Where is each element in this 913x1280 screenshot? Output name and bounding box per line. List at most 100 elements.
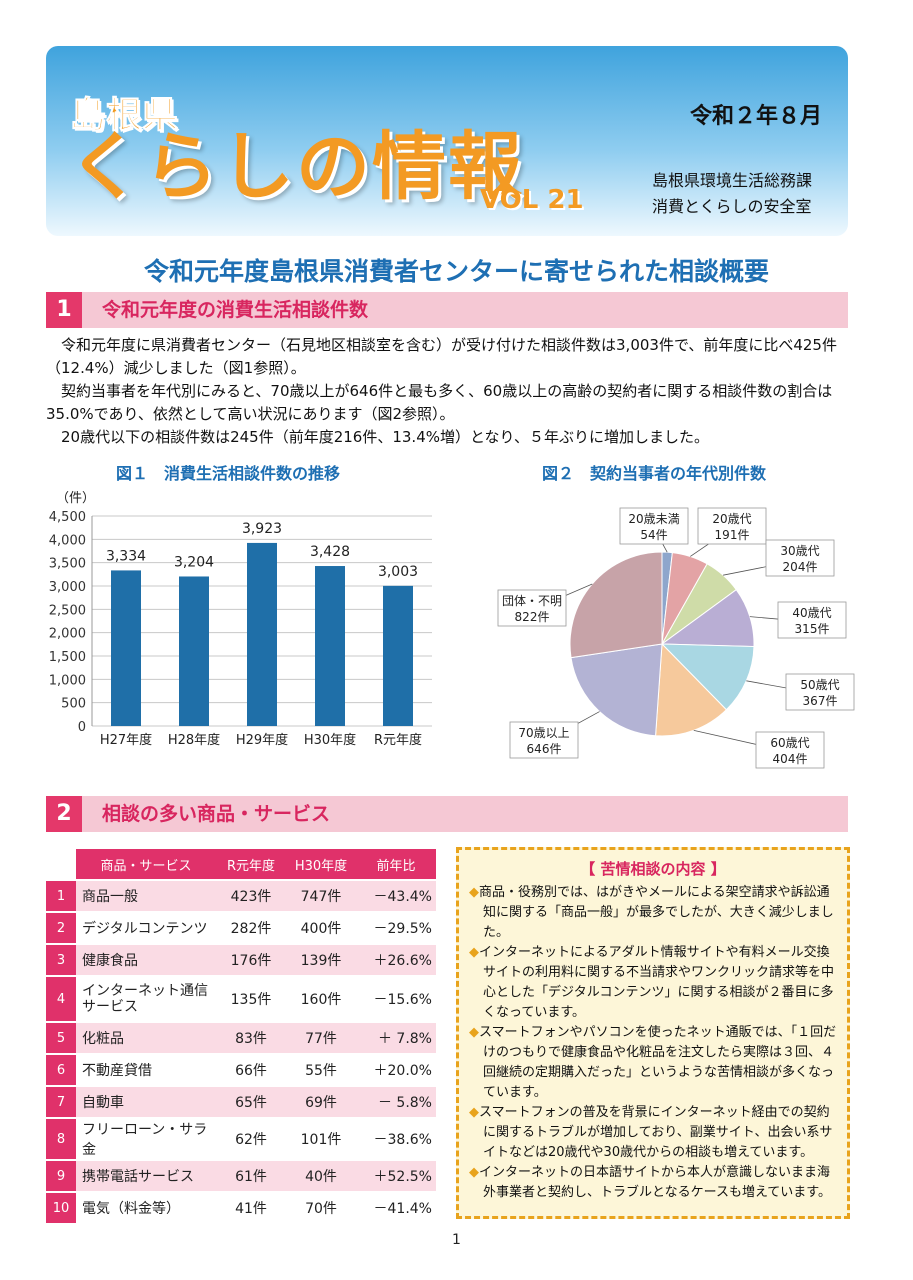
- ratio-cell: －15.6%: [356, 977, 436, 1021]
- complaint-text: 商品・役務別では、はがきやメールによる架空請求や訴訟通知に関する「商品一般」が最…: [479, 885, 834, 940]
- bar-value-label: 3,003: [378, 564, 418, 580]
- rank-cell: 5: [46, 1023, 76, 1053]
- h30-cell: 55件: [286, 1055, 356, 1085]
- volume-label: VOL 21: [480, 185, 584, 215]
- header-blank: [46, 849, 76, 879]
- x-tick-label: H27年度: [100, 732, 152, 748]
- complaint-item: ◆スマートフォンの普及を背景にインターネット経由での契約に関するトラブルが増加し…: [469, 1103, 837, 1163]
- r1-cell: 61件: [216, 1161, 286, 1191]
- service-cell: フリーローン・サラ金: [76, 1119, 216, 1159]
- pie-slice: [569, 551, 663, 659]
- slice-value-label: 204件: [783, 560, 818, 574]
- x-tick-label: R元年度: [374, 732, 422, 748]
- diamond-bullet-icon: ◆: [469, 1165, 479, 1180]
- rank-cell: 8: [46, 1119, 76, 1159]
- slice-label: 60歳代: [770, 736, 809, 750]
- slice-value-label: 646件: [527, 742, 562, 756]
- service-cell: 電気（料金等）: [76, 1193, 216, 1223]
- section1-text: 令和元年度に県消費者センター（石見地区相談室を含む）が受け付けた相談件数は3,0…: [46, 334, 856, 449]
- table-row: 4 インターネット通信サービス 135件 160件 －15.6%: [46, 977, 436, 1021]
- y-tick-label: 0: [78, 720, 86, 735]
- r1-cell: 41件: [216, 1193, 286, 1223]
- r1-cell: 135件: [216, 977, 286, 1021]
- bar: [111, 570, 141, 726]
- ratio-cell: －41.4%: [356, 1193, 436, 1223]
- slice-value-label: 54件: [640, 528, 667, 542]
- page-number: 1: [452, 1232, 461, 1248]
- complaint-item: ◆インターネットによるアダルト情報サイトや有料メール交換サイトの利用料に関する不…: [469, 943, 837, 1023]
- complaint-text: インターネットによるアダルト情報サイトや有料メール交換サイトの利用料に関する不当…: [479, 945, 835, 1020]
- h30-cell: 400件: [286, 913, 356, 943]
- ratio-cell: －29.5%: [356, 913, 436, 943]
- slice-value-label: 191件: [715, 528, 750, 542]
- paragraph: 令和元年度に県消費者センター（石見地区相談室を含む）が受け付けた相談件数は3,0…: [46, 336, 837, 377]
- service-cell: 携帯電話サービス: [76, 1161, 216, 1191]
- section2-number: 2: [46, 796, 82, 832]
- rank-cell: 2: [46, 913, 76, 943]
- bar-value-label: 3,334: [106, 548, 146, 564]
- slice-label-box: [509, 721, 579, 759]
- r1-cell: 423件: [216, 881, 286, 911]
- bar: [179, 576, 209, 726]
- h30-cell: 139件: [286, 945, 356, 975]
- pie-chart: 20歳未満 54件 20歳代 191件 30歳代 204件 40歳代 315件 50歳代 367件…: [497, 507, 855, 769]
- bar-value-label: 3,204: [174, 554, 214, 570]
- slice-label-box: [777, 601, 847, 639]
- slice-label: 20歳未満: [628, 512, 679, 526]
- diamond-bullet-icon: ◆: [469, 1025, 479, 1040]
- ratio-cell: － 5.8%: [356, 1087, 436, 1117]
- slice-label-box: [755, 731, 825, 769]
- figure2-title: 図２ 契約当事者の年代別件数: [542, 464, 767, 483]
- h30-cell: 101件: [286, 1119, 356, 1159]
- department-line1: 島根県環境生活総務課: [652, 171, 813, 190]
- slice-label: 20歳代: [712, 512, 751, 526]
- bar: [315, 566, 345, 726]
- complaint-text: スマートフォンの普及を背景にインターネット経由での契約に関するトラブルが増加して…: [479, 1105, 833, 1160]
- complaint-item: ◆商品・役務別では、はがきやメールによる架空請求や訴訟通知に関する「商品一般」が…: [469, 883, 837, 943]
- section1-number: 1: [46, 292, 82, 328]
- rank-cell: 1: [46, 881, 76, 911]
- rank-cell: 4: [46, 977, 76, 1021]
- ratio-cell: ＋ 7.8%: [356, 1023, 436, 1053]
- department-line2: 消費とくらしの安全室: [652, 197, 812, 216]
- y-tick-label: 3,000: [49, 580, 86, 595]
- r1-cell: 65件: [216, 1087, 286, 1117]
- table-row: 6 不動産貸借 66件 55件 ＋20.0%: [46, 1055, 436, 1085]
- y-tick-label: 4,000: [49, 533, 86, 548]
- h30-cell: 40件: [286, 1161, 356, 1191]
- diamond-bullet-icon: ◆: [469, 945, 479, 960]
- slice-label: 70歳以上: [518, 726, 569, 740]
- table-row: 10 電気（料金等） 41件 70件 －41.4%: [46, 1193, 436, 1223]
- slice-label: 50歳代: [800, 678, 839, 692]
- complaints-box: 【 苦情相談の内容 】 ◆商品・役務別では、はがきやメールによる架空請求や訴訟通…: [456, 847, 850, 1219]
- y-tick-label: 2,000: [49, 627, 86, 642]
- slice-label-box: [785, 673, 855, 711]
- h30-cell: 69件: [286, 1087, 356, 1117]
- slice-label-box: [697, 507, 767, 545]
- section2-header: 2 相談の多い商品・サービス: [46, 796, 848, 832]
- slice-label-box: [619, 507, 689, 545]
- complaint-item: ◆インターネットの日本語サイトから本人が意識しないまま海外事業者と契約し、トラブ…: [469, 1163, 837, 1203]
- publication-title: くらしの情報: [68, 124, 524, 210]
- slice-value-label: 367件: [803, 694, 838, 708]
- figure1-title: 図１ 消費生活相談件数の推移: [116, 464, 341, 483]
- paragraph: 20歳代以下の相談件数は245件（前年度216件、13.4%増）となり、５年ぶり…: [61, 428, 709, 446]
- complaint-item: ◆スマートフォンやパソコンを使ったネット通販では、「１回だけのつもりで健康食品や…: [469, 1023, 837, 1103]
- y-axis-label: （件）: [56, 491, 95, 506]
- service-cell: 自動車: [76, 1087, 216, 1117]
- header-service: 商品・サービス: [76, 849, 216, 879]
- table-row: 1 商品一般 423件 747件 －43.4%: [46, 881, 436, 911]
- ratio-cell: ＋26.6%: [356, 945, 436, 975]
- slice-value-label: 822件: [515, 610, 550, 624]
- h30-cell: 747件: [286, 881, 356, 911]
- y-tick-label: 500: [61, 697, 86, 712]
- prefecture-label: 島根県: [69, 95, 179, 137]
- x-tick-label: H28年度: [168, 732, 220, 748]
- pie-slice: [570, 643, 663, 737]
- slice-label-box: [497, 589, 567, 627]
- section2-title: 相談の多い商品・サービス: [102, 803, 331, 825]
- bar-value-label: 3,923: [242, 521, 282, 537]
- h30-cell: 77件: [286, 1023, 356, 1053]
- paragraph: 契約当事者を年代別にみると、70歳以上が646件と最も多く、60歳以上の高齢の契…: [46, 382, 833, 423]
- table-row: 9 携帯電話サービス 61件 40件 ＋52.5%: [46, 1161, 436, 1191]
